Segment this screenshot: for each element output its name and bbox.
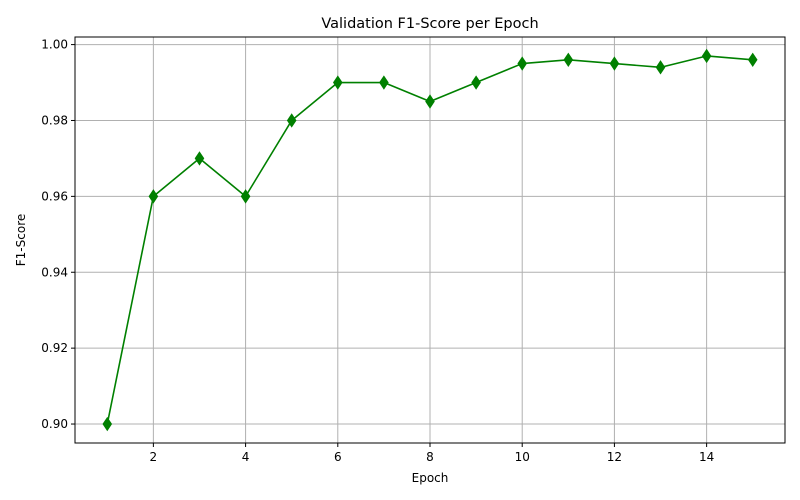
data-point-marker bbox=[701, 48, 712, 64]
data-point-marker bbox=[517, 56, 528, 71]
data-point-marker bbox=[102, 416, 113, 432]
data-point-marker bbox=[194, 151, 205, 166]
data-point-marker bbox=[655, 60, 666, 75]
x-tick-label: 6 bbox=[334, 450, 342, 464]
data-point-marker bbox=[563, 52, 574, 67]
y-axis-title: F1-Score bbox=[14, 214, 28, 266]
data-point-marker bbox=[609, 56, 620, 71]
data-point-marker bbox=[747, 52, 758, 67]
data-point-marker bbox=[471, 75, 481, 90]
y-tick-label: 0.96 bbox=[41, 189, 68, 203]
y-tick-label: 0.98 bbox=[41, 113, 68, 127]
data-point-marker bbox=[379, 75, 389, 90]
data-point-marker bbox=[286, 113, 297, 128]
y-tick-label: 0.92 bbox=[41, 341, 68, 355]
x-tick-label: 14 bbox=[699, 450, 714, 464]
grid bbox=[75, 37, 785, 443]
y-tick-label: 0.94 bbox=[41, 265, 68, 279]
data-point-marker bbox=[240, 189, 251, 204]
x-tick-label: 4 bbox=[242, 450, 250, 464]
x-axis-ticks: 2 4 6 8 10 12 14 bbox=[150, 443, 714, 464]
series-layer bbox=[102, 48, 758, 432]
x-tick-label: 10 bbox=[515, 450, 530, 464]
data-point-marker bbox=[148, 189, 159, 204]
x-tick-label: 12 bbox=[607, 450, 622, 464]
x-tick-label: 8 bbox=[426, 450, 434, 464]
data-point-marker bbox=[425, 94, 435, 109]
chart-title: Validation F1-Score per Epoch bbox=[321, 16, 538, 32]
data-point-marker bbox=[332, 75, 343, 90]
x-axis-title: Epoch bbox=[412, 471, 449, 485]
x-tick-label: 2 bbox=[150, 450, 158, 464]
y-tick-label: 1.00 bbox=[41, 38, 68, 52]
y-axis-ticks: 0.90 0.92 0.94 0.96 0.98 1.00 bbox=[41, 38, 75, 431]
y-tick-label: 0.90 bbox=[41, 417, 68, 431]
